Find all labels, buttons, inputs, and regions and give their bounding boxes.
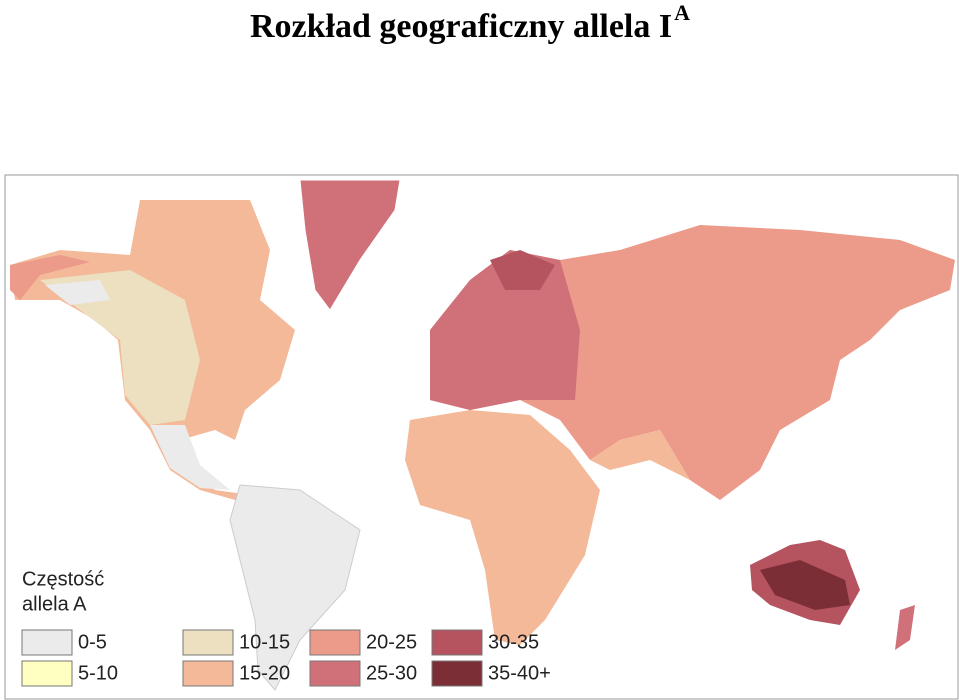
legend-label: 30-35 bbox=[488, 631, 539, 653]
title: Rozkład geograficzny allela I bbox=[250, 8, 672, 45]
title-superscript: A bbox=[674, 0, 690, 25]
asia-region bbox=[590, 430, 690, 480]
na-region bbox=[150, 425, 230, 490]
legend-label: 0-5 bbox=[78, 631, 107, 653]
na-region bbox=[40, 270, 200, 425]
legend-swatch bbox=[431, 629, 483, 656]
legend-title: Częstość bbox=[22, 568, 104, 590]
legend-swatch bbox=[431, 660, 483, 687]
south-america bbox=[229, 484, 361, 691]
na-region bbox=[10, 255, 90, 300]
legend: Częstość allela A 0-5 5-10 10-15 15-20 20-25 25… bbox=[21, 568, 551, 687]
africa bbox=[405, 410, 600, 645]
legend-title: allela A bbox=[22, 593, 87, 615]
legend-swatch bbox=[309, 660, 361, 687]
legend-swatch bbox=[21, 629, 73, 656]
legend-label: 35-40+ bbox=[488, 662, 551, 684]
greenland bbox=[299, 179, 401, 311]
legend-swatch bbox=[21, 660, 73, 687]
scandinavia bbox=[490, 250, 555, 290]
legend-label: 10-15 bbox=[239, 631, 290, 653]
legend-swatch bbox=[182, 629, 234, 656]
legend-swatch bbox=[309, 629, 361, 656]
new-zealand bbox=[895, 605, 915, 650]
legend-label: 15-20 bbox=[239, 662, 290, 684]
europe bbox=[430, 250, 580, 410]
na-region bbox=[45, 280, 110, 305]
map bbox=[4, 174, 959, 700]
australia-region bbox=[760, 560, 850, 610]
legend-label: 20-25 bbox=[366, 631, 417, 653]
legend-label: 25-30 bbox=[366, 662, 417, 684]
legend-label: 5-10 bbox=[78, 662, 118, 684]
legend-swatch bbox=[182, 660, 234, 687]
